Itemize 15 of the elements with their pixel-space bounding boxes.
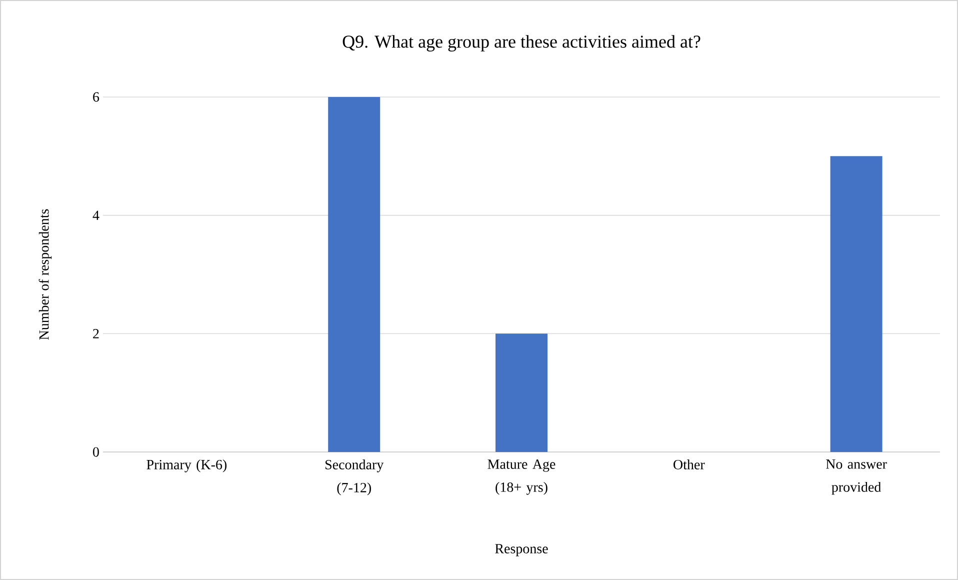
bar [328,96,380,452]
y-tick-label: 2 [93,329,99,338]
x-axis-title: Response [495,544,548,556]
chart-title: Q9. What age group are these activities aimed at? [342,35,700,52]
bar [496,334,548,452]
x-tick-label: No answer provided [826,460,887,495]
y-tick-label: 6 [93,92,100,102]
x-tick-label: Other [674,460,705,470]
x-tick-label: Secondary (7-12) [326,460,384,496]
bar [830,156,882,452]
x-tick-label: Primary (K-6) [146,460,227,472]
y-tick-label: 0 [93,447,99,457]
x-tick-label: Mature Age (18+ yrs) [488,460,556,495]
y-axis-title: Number of respondents [38,209,52,340]
y-tick-label: 4 [92,210,100,220]
